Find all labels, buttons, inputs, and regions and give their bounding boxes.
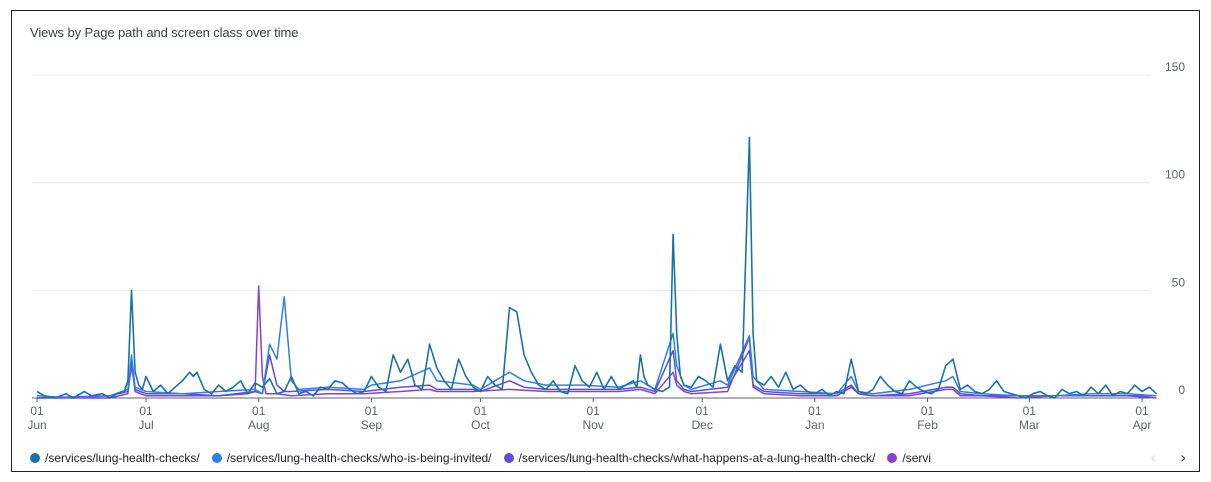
y-tick-label: 50 (1172, 275, 1186, 289)
y-tick-label: 100 (1165, 168, 1185, 182)
x-tick-month-label: Oct (471, 418, 490, 432)
legend-label: /servi (902, 451, 932, 465)
x-tick-day-label: 01 (696, 404, 710, 418)
legend: /services/lung-health-checks/ /services/l… (30, 451, 1150, 469)
x-tick-day-label: 01 (1023, 404, 1037, 418)
legend-label: /services/lung-health-checks/who-is-bein… (226, 451, 492, 465)
x-tick-month-label: Feb (917, 418, 938, 432)
x-tick-month-label: Jan (805, 418, 824, 432)
x-tick-month-label: Sep (361, 418, 383, 432)
legend-label: /services/lung-health-checks/ (45, 451, 200, 465)
legend-dot-icon (887, 453, 898, 463)
x-tick-month-label: Jun (27, 418, 46, 432)
x-tick-day-label: 01 (586, 404, 600, 418)
x-tick-day-label: 01 (921, 404, 935, 418)
legend-fade (1082, 447, 1152, 469)
chart-card: Views by Page path and screen class over… (11, 10, 1200, 472)
x-tick-month-label: Nov (582, 418, 603, 432)
legend-dot-icon (503, 453, 514, 463)
series-lines (36, 136, 1158, 399)
x-tick-day-label: 01 (1135, 404, 1149, 418)
series-line-4[interactable] (37, 285, 1157, 399)
x-tick-month-label: Mar (1019, 418, 1040, 432)
legend-prev-icon[interactable]: ‹ (1150, 448, 1157, 467)
axes: 15010050001Jun01Jul01Aug01Sep01Oct01Nov0… (27, 60, 1185, 432)
legend-item[interactable]: /services/lung-health-checks/what-happen… (503, 451, 876, 465)
y-tick-label: 150 (1165, 60, 1185, 74)
legend-dot-icon (211, 453, 222, 463)
series-line-2[interactable] (36, 296, 1157, 399)
line-chart: 15010050001Jun01Jul01Aug01Sep01Oct01Nov0… (27, 60, 1185, 432)
legend-dot-icon (30, 453, 40, 463)
x-tick-day-label: 01 (30, 404, 44, 418)
x-tick-day-label: 01 (139, 404, 153, 418)
x-tick-month-label: Apr (1133, 418, 1152, 432)
legend-item[interactable]: /services/lung-health-checks/who-is-bein… (211, 451, 492, 465)
legend-item[interactable]: /servi (887, 451, 931, 465)
legend-item[interactable]: /services/lung-health-checks/ (30, 451, 200, 465)
x-tick-day-label: 01 (252, 404, 266, 418)
legend-next-icon[interactable]: › (1180, 448, 1187, 467)
x-tick-month-label: Dec (692, 418, 713, 432)
gridlines (32, 74, 1150, 399)
chart-title: Views by Page path and screen class over… (30, 25, 299, 40)
x-tick-month-label: Jul (138, 418, 153, 432)
legend-label: /services/lung-health-checks/what-happen… (518, 451, 876, 465)
series-line-1[interactable] (36, 136, 1158, 399)
x-tick-day-label: 01 (474, 404, 488, 418)
y-tick-label: 0 (1178, 383, 1185, 397)
x-tick-month-label: Aug (248, 418, 269, 432)
x-tick-day-label: 01 (365, 404, 379, 418)
x-tick-day-label: 01 (808, 404, 822, 418)
